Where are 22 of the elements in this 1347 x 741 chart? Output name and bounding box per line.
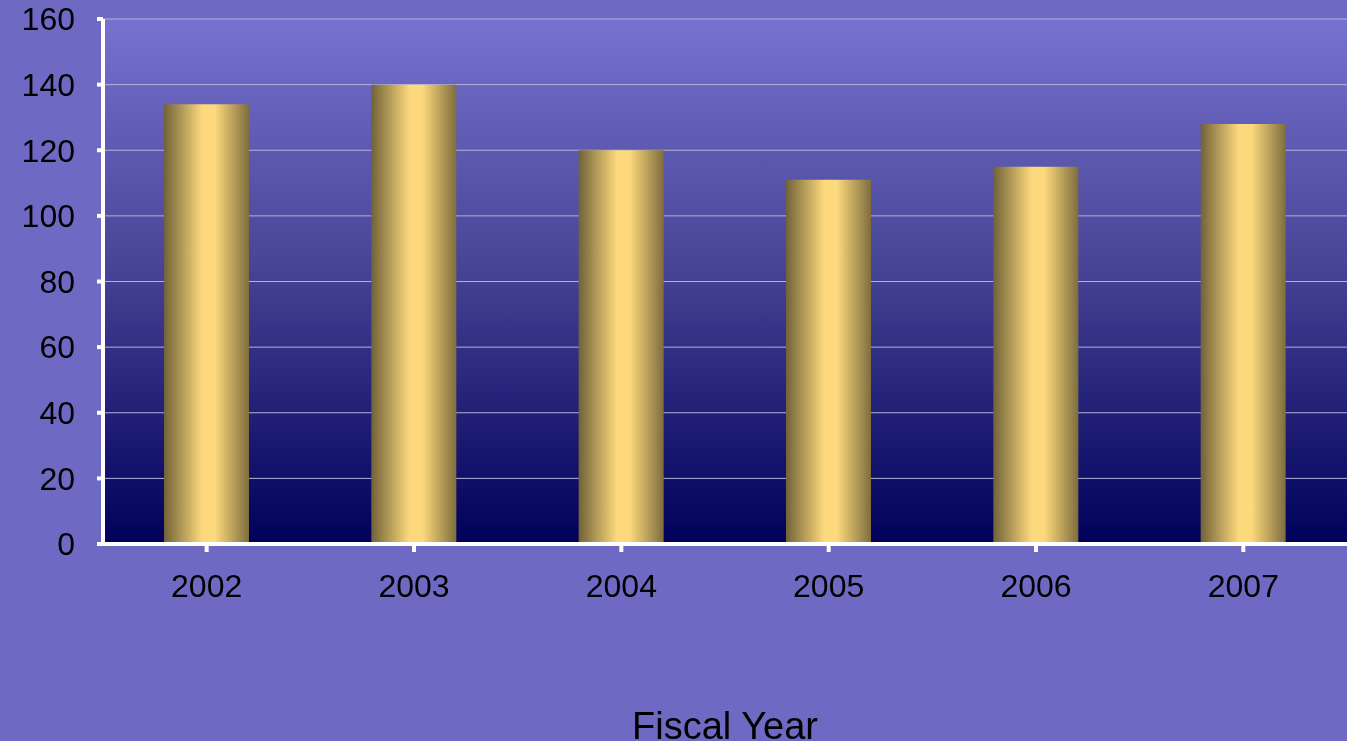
bar xyxy=(993,166,1079,544)
bar xyxy=(371,84,457,544)
y-tick-label: 0 xyxy=(57,526,75,563)
y-tick-label: 20 xyxy=(39,460,75,497)
x-tick-label: 2005 xyxy=(793,567,865,604)
bar xyxy=(164,104,249,544)
x-tick-label: 2003 xyxy=(378,567,450,604)
y-tick-label: 80 xyxy=(39,263,75,300)
y-tick-label: 60 xyxy=(39,329,75,366)
y-tick-label: 120 xyxy=(21,132,75,169)
y-tick-label: 140 xyxy=(21,66,75,103)
x-axis-title: Fiscal Year xyxy=(632,705,819,741)
x-tick-label: 2007 xyxy=(1207,567,1279,604)
y-tick-label: 40 xyxy=(39,395,75,432)
y-tick-label: 100 xyxy=(21,198,75,235)
x-tick-label: 2006 xyxy=(1000,567,1072,604)
bar xyxy=(1200,124,1286,544)
x-tick-label: 2002 xyxy=(171,567,243,604)
bar xyxy=(578,150,664,544)
y-tick-label: 160 xyxy=(21,1,75,38)
x-tick-label: 2004 xyxy=(585,567,657,604)
bar xyxy=(786,179,871,544)
